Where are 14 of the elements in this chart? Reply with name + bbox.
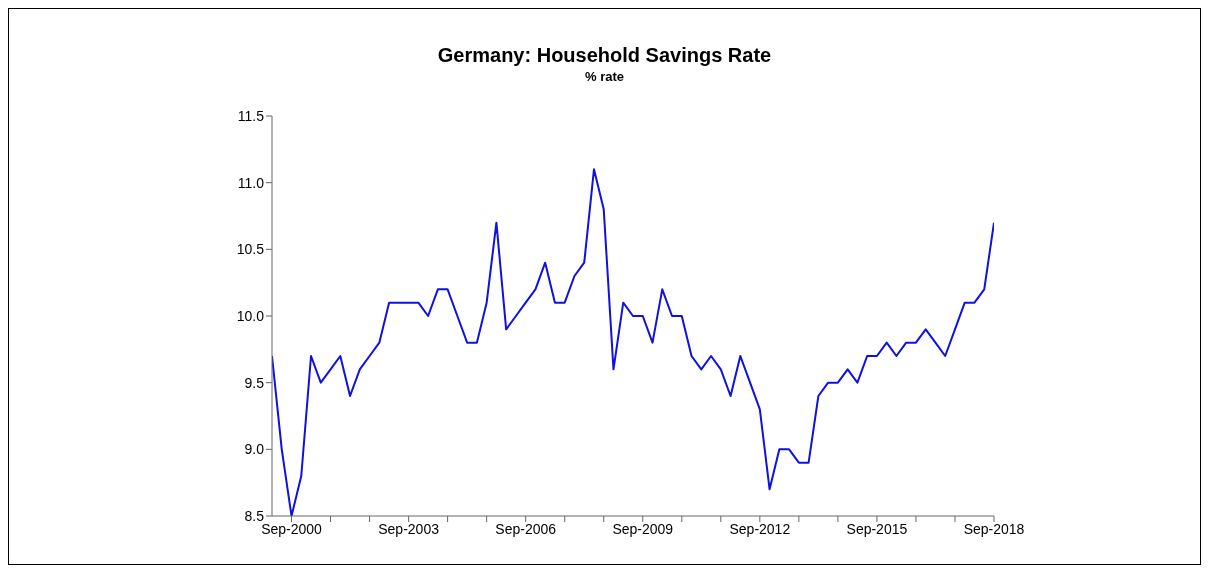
y-tick-label: 11.5 [237,107,265,124]
y-tick-label: 10.0 [236,307,265,324]
x-tick-label: Sep-2006 [495,520,557,537]
x-tick-label: Sep-2012 [729,520,791,537]
y-tick-label: 9.5 [244,374,265,391]
y-tick-label: 9.0 [244,441,265,458]
y-tick-label: 11.0 [237,174,265,191]
x-tick-label: Sep-2009 [612,520,674,537]
x-tick-label: Sep-2003 [378,520,440,537]
chart-subtitle: % rate [584,69,625,84]
x-tick-label: Sep-2018 [963,520,1025,537]
x-tick-label: Sep-2015 [846,520,908,537]
chart-title: Germany: Household Savings Rate [436,44,773,67]
y-tick-label: 10.5 [236,241,265,258]
